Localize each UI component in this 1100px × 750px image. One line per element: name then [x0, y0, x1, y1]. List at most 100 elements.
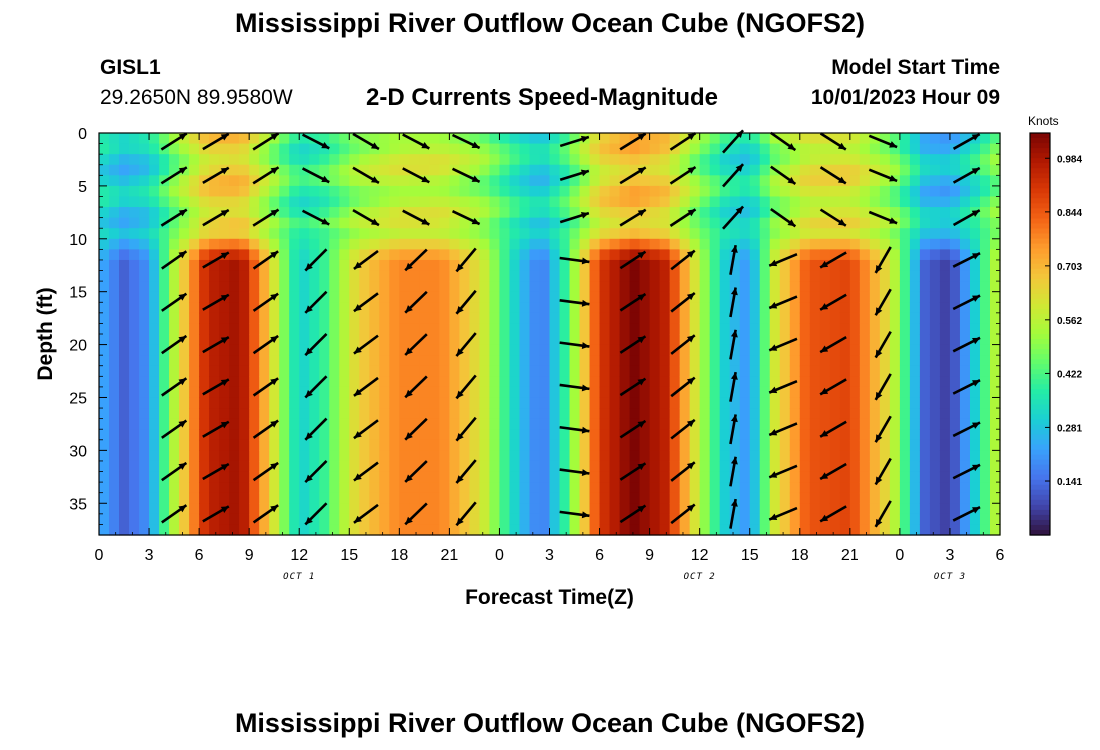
arrow-head	[581, 511, 590, 519]
heatmap-cell	[829, 207, 841, 219]
heatmap-cell	[389, 460, 400, 473]
heatmap-cell	[149, 471, 160, 483]
heatmap-cell	[939, 238, 951, 250]
heatmap-cell	[939, 249, 951, 261]
heatmap-cell	[359, 344, 370, 356]
heatmap-cell	[159, 355, 170, 367]
heatmap-cell	[819, 418, 831, 430]
arrow-head	[270, 209, 279, 217]
heatmap-cell	[739, 408, 751, 420]
heatmap-cell	[229, 291, 240, 303]
heatmap-cell	[599, 228, 611, 240]
heatmap-cell	[859, 312, 871, 325]
heatmap-cell	[149, 450, 160, 462]
heatmap-cell	[669, 270, 681, 282]
heatmap-cell	[149, 355, 160, 367]
colorbar-segment	[1030, 494, 1050, 501]
heatmap-cell	[929, 386, 941, 399]
heatmap-cell	[749, 238, 761, 250]
heatmap-cell	[309, 143, 320, 155]
heatmap-cell	[939, 196, 951, 208]
heatmap-cell	[539, 249, 551, 261]
heatmap-cell	[819, 312, 831, 325]
colorbar-segment	[1030, 138, 1050, 144]
heatmap-cell	[549, 270, 561, 282]
heatmap-cell	[619, 270, 631, 282]
heatmap-cell	[869, 471, 881, 483]
colorbar-tick-label: 0.281	[1057, 423, 1082, 434]
heatmap-cell	[879, 355, 891, 367]
heatmap-cell	[699, 217, 711, 229]
heatmap-cell	[509, 196, 521, 208]
heatmap-cell	[919, 365, 931, 377]
heatmap-cell	[769, 143, 781, 155]
heatmap-cell	[649, 312, 661, 325]
heatmap-cell	[219, 365, 230, 377]
heatmap-cell	[609, 524, 621, 536]
heatmap-cell	[729, 492, 741, 504]
heatmap-cell	[389, 450, 400, 462]
heatmap-cell	[839, 439, 851, 451]
heatmap-cell	[389, 386, 400, 399]
heatmap-cell	[129, 154, 140, 166]
heatmap-cell	[799, 143, 811, 155]
heatmap-cell	[639, 397, 651, 409]
heatmap-cell	[249, 429, 260, 441]
heatmap-cell	[189, 429, 200, 441]
heatmap-cell	[259, 185, 270, 198]
heatmap-cell	[859, 291, 871, 303]
heatmap-cell	[99, 302, 110, 314]
heatmap-cell	[909, 365, 921, 377]
heatmap-cell	[189, 154, 200, 166]
heatmap-cell	[439, 281, 450, 293]
heatmap-cell	[749, 503, 761, 515]
heatmap-cell	[969, 196, 981, 208]
heatmap-cell	[659, 207, 671, 219]
heatmap-cell	[299, 397, 310, 409]
heatmap-cell	[909, 133, 921, 145]
heatmap-cell	[109, 133, 120, 145]
arrow-head	[637, 133, 646, 141]
heatmap-cell	[959, 418, 971, 430]
heatmap-cell	[839, 249, 851, 261]
heatmap-cell	[329, 291, 340, 303]
heatmap-cell	[629, 259, 641, 272]
heatmap-cell	[139, 524, 150, 536]
heatmap-cell	[939, 207, 951, 219]
heatmap-cell	[99, 217, 110, 229]
heatmap-cell	[749, 482, 761, 494]
heatmap-cell	[229, 323, 240, 335]
heatmap-cell	[839, 281, 851, 293]
heatmap-cell	[109, 471, 120, 483]
heatmap-cell	[749, 408, 761, 420]
heatmap-cell	[679, 418, 691, 430]
heatmap-cell	[789, 217, 801, 229]
heatmap-cell	[519, 471, 531, 483]
heatmap-cell	[809, 492, 821, 504]
heatmap-cell	[759, 344, 771, 356]
heatmap-cell	[809, 471, 821, 483]
heatmap-cell	[349, 238, 360, 250]
heatmap-cell	[569, 270, 581, 282]
heatmap-cell	[219, 524, 230, 536]
heatmap-cell	[389, 482, 400, 494]
heatmap-cell	[289, 492, 300, 504]
heatmap-cell	[939, 312, 951, 325]
heatmap-cell	[569, 471, 581, 483]
arrow-head	[686, 419, 695, 428]
heatmap-cell	[409, 323, 420, 335]
heatmap-cell	[909, 270, 921, 282]
heatmap-cell	[599, 439, 611, 451]
heatmap-cell	[209, 334, 220, 346]
heatmap-cell	[199, 408, 210, 420]
arrow-head	[787, 176, 796, 184]
heatmap-cell	[989, 450, 1001, 462]
heatmap-cell	[759, 334, 771, 346]
colorbar-frame	[1029, 132, 1051, 536]
heatmap-cell	[609, 429, 621, 441]
heatmap-cell	[259, 238, 270, 250]
heatmap-cell	[149, 281, 160, 293]
heatmap-cell	[479, 185, 491, 198]
heatmap-cell	[739, 249, 751, 261]
heatmap-cell	[229, 408, 240, 420]
